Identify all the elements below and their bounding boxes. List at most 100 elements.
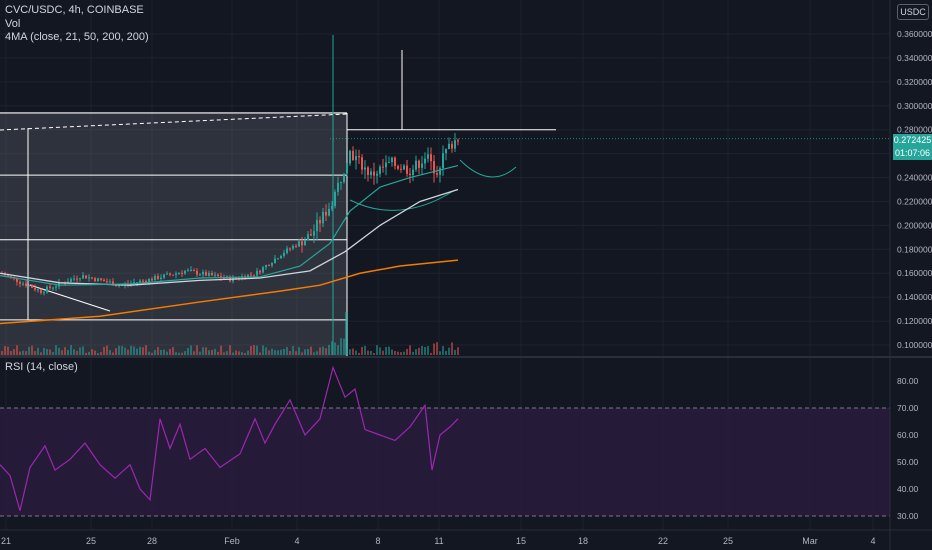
candle-body [142,280,144,282]
candle-body [139,280,141,283]
candle-body [277,258,279,260]
volume-bar [391,349,393,355]
time-axis[interactable]: 21 25 28 Feb 4 8 11 15 18 22 25 Mar 4 [1,536,876,546]
volume-bar [196,345,198,355]
volume-bar [382,350,384,355]
candle-body [199,274,201,276]
rsi-line [0,365,459,511]
rsi-legend[interactable]: RSI (14, close) [5,361,78,373]
volume-bar [400,352,402,355]
volume-bar [319,347,321,355]
candle-body [391,157,393,163]
candle-body [136,282,138,284]
ma-legend[interactable]: 4MA (close, 21, 50, 200, 200) [5,31,149,43]
volume-legend[interactable]: Vol [5,18,21,30]
candle-body [358,156,360,158]
candle-body [88,277,90,279]
time-tick-label: 28 [147,536,157,546]
candle-body [322,211,324,224]
candle-body [388,162,390,164]
candle-body [412,169,414,176]
volume-bar [88,351,90,355]
price-tick-label: 0.120000 [897,316,932,326]
symbol-legend[interactable]: CVC/USDC, 4h, COINBASE [5,4,144,16]
candle-body [166,273,168,275]
volume-bar [103,346,105,355]
volume-bar [415,349,417,355]
volume-bar [4,345,6,355]
volume-bar [61,350,63,355]
volume-bar [121,345,123,355]
volume-bar [31,345,33,355]
time-tick-label: 15 [516,536,526,546]
candle-body [52,287,54,289]
rsi-tick-label: 30.00 [897,511,919,521]
volume-bar [100,352,102,355]
candle-body [427,154,429,159]
candle-body [280,255,282,259]
candle-body [403,165,405,170]
time-tick-label: 25 [723,536,733,546]
volume-bar [130,345,132,355]
volume-bar [202,347,204,355]
volume-bar [184,351,186,355]
candle-body [154,276,156,281]
candle-body [85,275,87,279]
candle-body [25,283,27,287]
volume-bar [214,348,216,355]
volume-bar [151,352,153,355]
volume-bar [316,351,318,355]
time-tick-label: 21 [1,536,11,546]
candle-body [334,191,336,207]
volume-bar [178,352,180,355]
currency-badge[interactable]: USDC [897,4,929,20]
volume-bar [115,348,117,355]
volume-bar [238,351,240,355]
volume-bar [232,352,234,355]
volume-bar [457,347,459,355]
volume-bars [1,312,459,355]
volume-bar [175,352,177,355]
rsi-axis[interactable]: 80.00 70.00 60.00 50.00 40.00 30.00 [897,376,919,521]
candle-body [349,150,351,164]
volume-bar [64,347,66,355]
volume-bar [424,346,426,355]
price-tick-label: 0.340000 [897,53,932,63]
candle-body [355,156,357,161]
candle-body [397,166,399,169]
candle-body [364,167,366,170]
candle-body [109,281,111,283]
volume-bar [154,349,156,355]
volume-bar [49,349,51,355]
volume-bar [211,349,213,355]
candle-body [262,267,264,273]
candle-body [22,283,24,285]
rsi-tick-label: 40.00 [897,484,919,494]
volume-bar [244,352,246,355]
volume-bar [301,352,303,355]
candle-body [316,220,318,232]
volume-bar [418,347,420,355]
candle-body [379,166,381,174]
volume-bar [358,352,360,355]
volume-bar [169,348,171,355]
candle-body [283,253,285,256]
volume-bar [136,348,138,355]
volume-bar [73,349,75,355]
price-tick-label: 0.180000 [897,244,932,254]
candle-body [247,274,249,279]
candle-body [313,231,315,236]
candle-body [7,275,9,277]
candle-body [382,166,384,168]
volume-bar [112,352,114,355]
price-tick-label: 0.100000 [897,340,932,350]
candle-body [175,273,177,275]
candle-body [325,211,327,216]
volume-bar [289,350,291,355]
candle-body [178,272,180,274]
volume-bar [286,347,288,355]
candle-body [268,265,270,267]
time-tick-label: 4 [870,536,875,546]
candle-body [256,270,258,276]
